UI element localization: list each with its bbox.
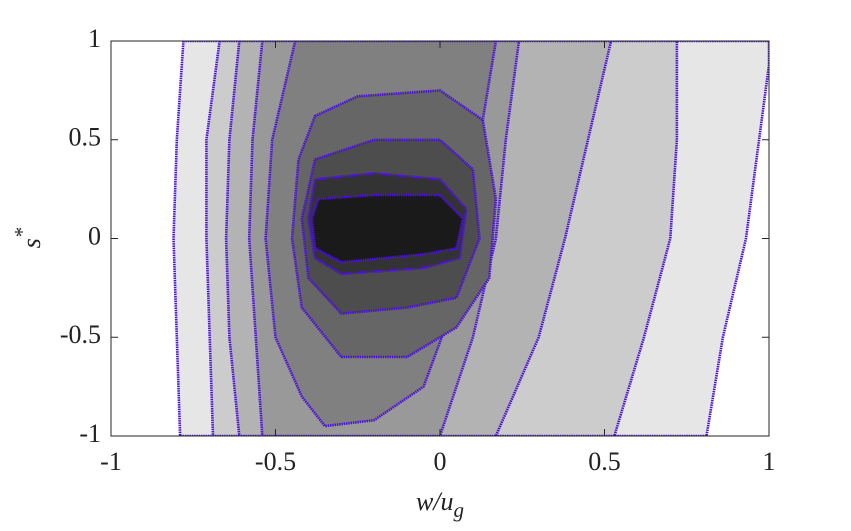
x-label-sub: g: [454, 498, 465, 522]
x-tick-label: 0: [434, 447, 447, 476]
y-tick-label: 0: [88, 221, 101, 250]
x-tick-label: -0.5: [255, 447, 296, 476]
y-tick-label: 0.5: [69, 123, 102, 152]
x-tick-label: -1: [100, 447, 122, 476]
contour-layer: [172, 41, 769, 436]
x-axis-label: w/ug: [416, 487, 464, 522]
y-tick-label: -1: [79, 419, 101, 448]
y-tick-label: -0.5: [60, 320, 101, 349]
y-label-sup: *: [10, 227, 34, 238]
y-tick-label: 1: [88, 24, 101, 53]
x-label-main: w/u: [416, 487, 454, 516]
contour-band: [310, 193, 465, 264]
y-label-main: s: [17, 238, 46, 248]
x-tick-label: 0.5: [588, 447, 621, 476]
y-axis-label: s*: [10, 227, 46, 248]
x-tick-label: 1: [763, 447, 776, 476]
